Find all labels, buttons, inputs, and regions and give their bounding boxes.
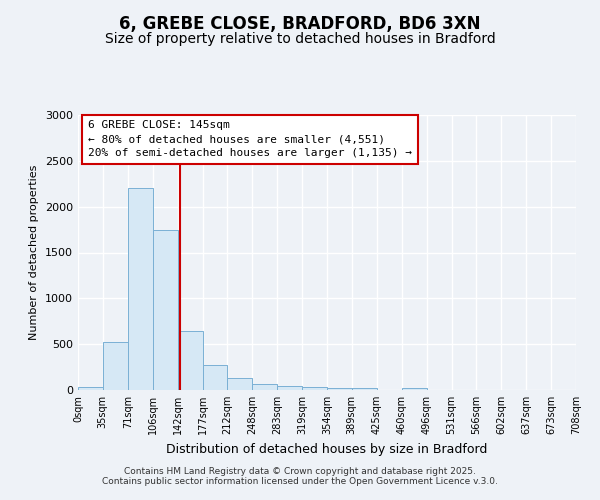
Bar	[152, 230, 178, 390]
Bar	[128, 188, 152, 390]
Text: 6 GREBE CLOSE: 145sqm
← 80% of detached houses are smaller (4,551)
20% of semi-d: 6 GREBE CLOSE: 145sqm ← 80% of detached …	[88, 120, 412, 158]
Bar	[302, 387, 327, 390]
Bar	[178, 332, 203, 390]
Text: Contains public sector information licensed under the Open Government Licence v.: Contains public sector information licen…	[102, 477, 498, 486]
Bar	[103, 342, 128, 390]
Bar	[352, 388, 377, 390]
X-axis label: Distribution of detached houses by size in Bradford: Distribution of detached houses by size …	[166, 442, 488, 456]
Bar	[277, 386, 302, 390]
Bar	[78, 388, 103, 390]
Bar	[401, 388, 427, 390]
Bar	[327, 388, 352, 390]
Text: Contains HM Land Registry data © Crown copyright and database right 2025.: Contains HM Land Registry data © Crown c…	[124, 467, 476, 476]
Bar	[253, 384, 277, 390]
Bar	[203, 365, 227, 390]
Text: 6, GREBE CLOSE, BRADFORD, BD6 3XN: 6, GREBE CLOSE, BRADFORD, BD6 3XN	[119, 15, 481, 33]
Bar	[227, 378, 253, 390]
Text: Size of property relative to detached houses in Bradford: Size of property relative to detached ho…	[104, 32, 496, 46]
Y-axis label: Number of detached properties: Number of detached properties	[29, 165, 40, 340]
